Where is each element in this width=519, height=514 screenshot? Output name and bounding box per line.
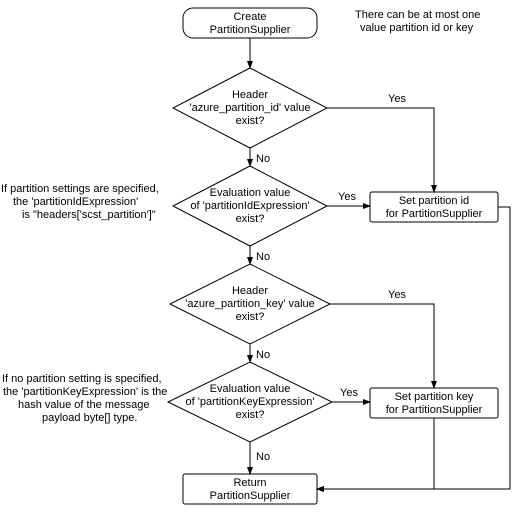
node-d1-l3: exist? [236, 115, 265, 127]
node-d4-l1: Evaluation value [210, 383, 291, 395]
annotation-1-l2: value partition id or key [360, 22, 474, 34]
edge-n2-n4 [317, 207, 510, 489]
node-return-l2: PartitionSupplier [210, 490, 291, 502]
annotation-2-l1: If partition settings are specified, [1, 183, 159, 195]
annotation-2-l2: the 'partitionIdExpression' [13, 196, 138, 208]
node-d2-l3: exist? [236, 213, 265, 225]
annotation-3-l3: hash value of the message [18, 399, 149, 411]
node-set-id-l2: for PartitionSupplier [386, 208, 483, 220]
annotation-3-l2: the 'partitionKeyExpression' is the [3, 386, 167, 398]
label-yes-2: Yes [338, 191, 356, 203]
label-no-4: No [256, 451, 270, 463]
node-d3-l1: Header [232, 285, 268, 297]
node-set-key-l2: for PartitionSupplier [386, 404, 483, 416]
node-d2-l1: Evaluation value [210, 187, 291, 199]
node-d1-l1: Header [232, 89, 268, 101]
edge-n3-n4 [317, 418, 434, 489]
node-d3-l3: exist? [236, 311, 265, 323]
node-set-key-l1: Set partition key [395, 391, 474, 403]
label-yes-4: Yes [340, 387, 358, 399]
label-yes-1: Yes [388, 93, 406, 105]
edge-d1-n2 [327, 108, 434, 192]
annotation-1-l1: There can be at most one [355, 9, 480, 21]
annotation-3-l1: If no partition setting is specified, [2, 373, 162, 385]
node-d3-l2: 'azure_partition_key' value [185, 298, 315, 310]
node-d4-l3: exist? [236, 409, 265, 421]
annotation-3-l4: payload byte[] type. [42, 412, 137, 424]
label-yes-3: Yes [388, 289, 406, 301]
node-d1-l2: 'azure_partition_id' value [190, 102, 311, 114]
annotation-2-l3: is "headers['scst_partition']" [22, 209, 156, 221]
node-create-l1: Create [233, 11, 266, 23]
node-create-l2: PartitionSupplier [210, 24, 291, 36]
node-set-id-l1: Set partition id [399, 195, 469, 207]
label-no-1: No [256, 153, 270, 165]
node-d2-l2: of 'partitionIdExpression' [190, 200, 309, 212]
edge-d3-n3 [330, 304, 434, 388]
label-no-3: No [256, 349, 270, 361]
node-d4-l2: of 'partitionKeyExpression' [186, 396, 315, 408]
node-return-l1: Return [233, 477, 266, 489]
label-no-2: No [256, 251, 270, 263]
